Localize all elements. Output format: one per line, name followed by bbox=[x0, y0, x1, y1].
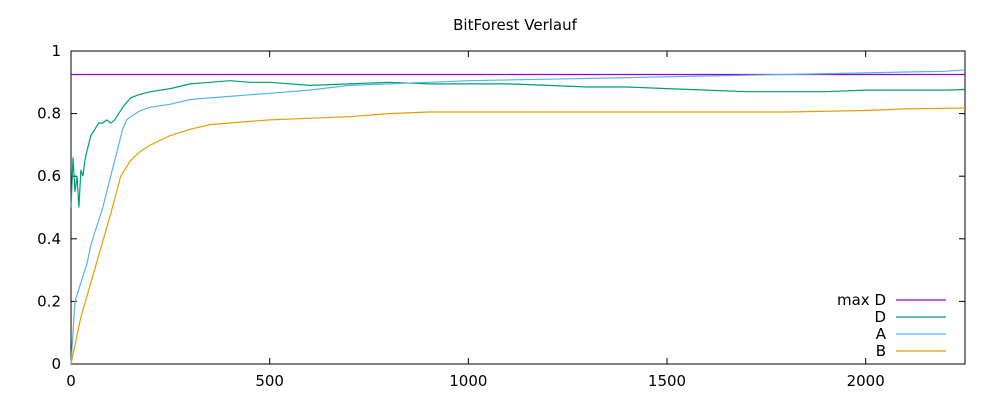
x-tick-label: 0 bbox=[66, 372, 76, 390]
x-tick-label: 2000 bbox=[847, 372, 885, 390]
legend-label-a: A bbox=[876, 325, 887, 343]
legend-label-b: B bbox=[876, 342, 886, 360]
x-tick-label: 1500 bbox=[648, 372, 686, 390]
series-line-b bbox=[70, 107, 966, 365]
y-tick-label: 0.2 bbox=[37, 292, 61, 310]
legend-label-max-d: max D bbox=[837, 291, 886, 309]
y-tick-label: 0 bbox=[51, 355, 61, 373]
chart-title: BitForest Verlauf bbox=[453, 16, 577, 34]
legend-label-d: D bbox=[874, 308, 886, 326]
y-tick-label: 1 bbox=[51, 42, 61, 60]
series-line-d bbox=[70, 80, 966, 208]
y-tick-label: 0.6 bbox=[37, 167, 61, 185]
x-tick-label: 1000 bbox=[449, 372, 487, 390]
series-lines bbox=[70, 69, 966, 365]
series-line-a bbox=[70, 69, 966, 365]
x-tick-label: 500 bbox=[255, 372, 284, 390]
y-tick-label: 0.4 bbox=[37, 230, 61, 248]
y-tick-label: 0.8 bbox=[37, 105, 61, 123]
axis-ticks: 0 500 1000 1500 2000 0 0.2 0.4 0.6 0.8 1 bbox=[37, 42, 965, 390]
